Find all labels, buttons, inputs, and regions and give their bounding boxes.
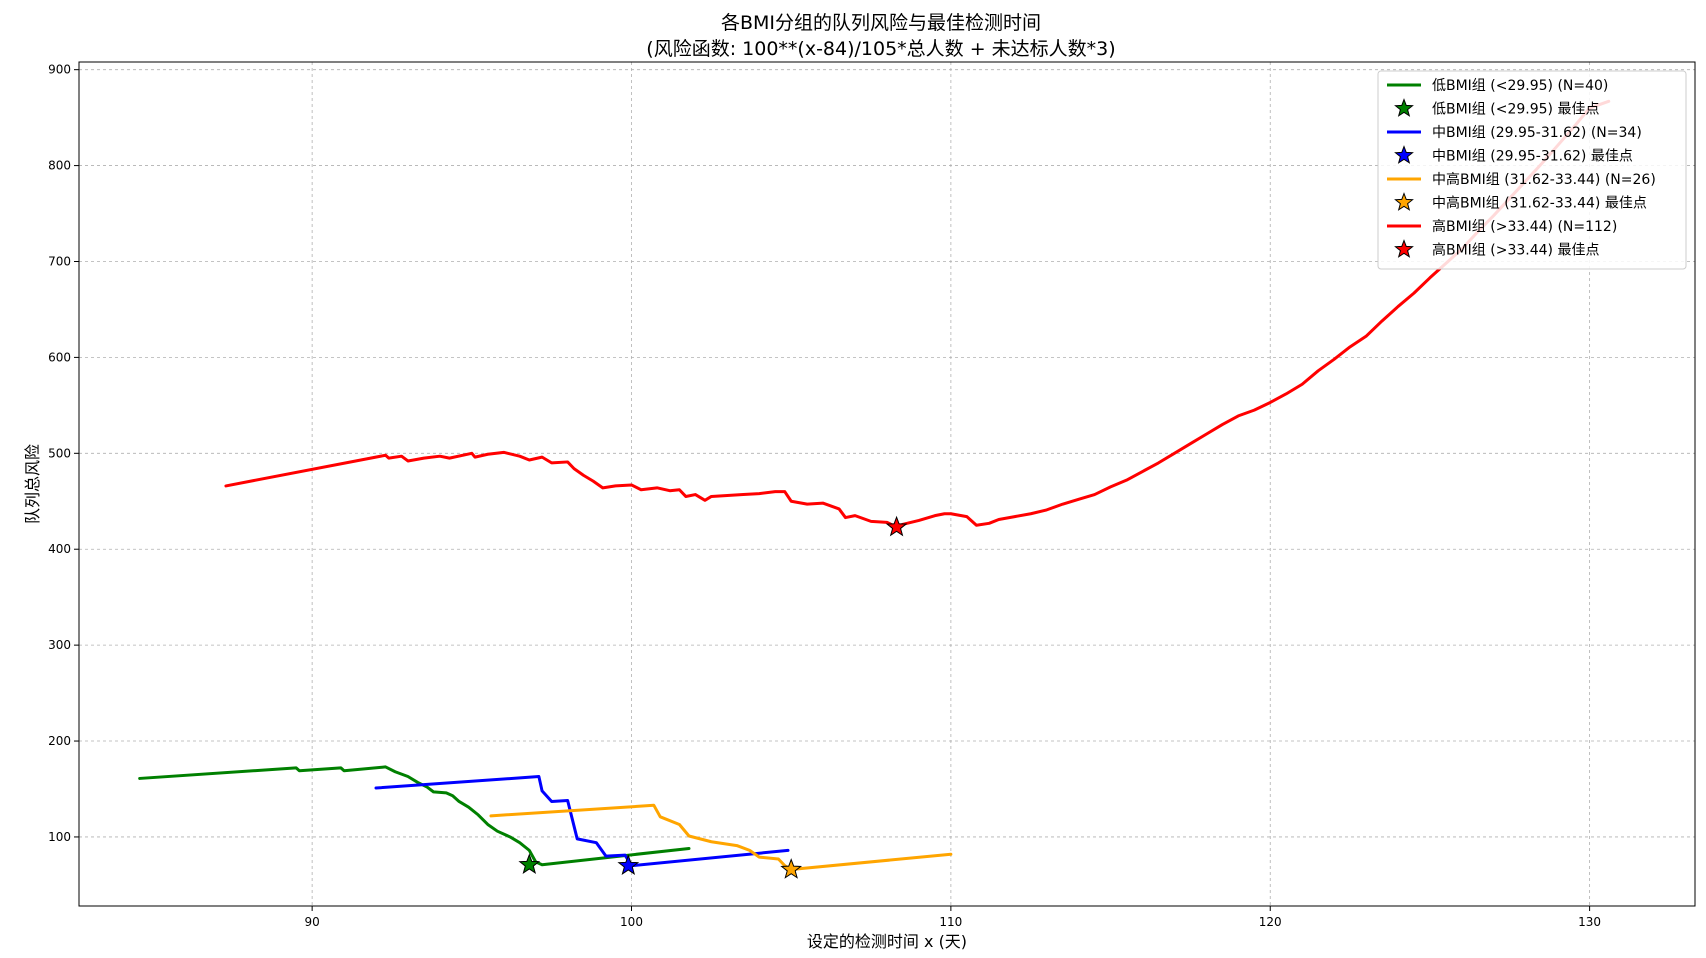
legend-best-label-2: 中高BMI组 (31.62-33.44) 最佳点	[1432, 195, 1647, 212]
plot-frame	[78, 61, 1696, 907]
series-line-3	[224, 99, 1611, 529]
y-tick-label-3: 400	[48, 542, 71, 556]
best-point-star-3	[885, 515, 908, 537]
legend-series-label-3: 高BMI组 (>33.44) (N=112)	[1432, 218, 1617, 235]
best-point-star-2	[780, 858, 803, 879]
y-tick-label-1: 200	[48, 734, 71, 748]
series-line-0	[138, 765, 691, 867]
legend-star-swatch-2	[1394, 192, 1414, 211]
legend-best-label-3: 高BMI组 (>33.44) 最佳点	[1432, 242, 1599, 259]
legend: 低BMI组 (<29.95) (N=40) 低BMI组 (<29.95) 最佳点中…	[1377, 70, 1687, 270]
grid	[79, 62, 1695, 906]
x-tick-label-0: 90	[304, 915, 319, 929]
legend-star-swatch-1	[1394, 145, 1414, 164]
x-tick-label-2: 110	[939, 915, 962, 929]
x-axis-label: 设定的检测时间 x (天)	[807, 932, 967, 951]
x-tick-label-4: 130	[1578, 915, 1601, 929]
legend-series-label-2: 中高BMI组 (31.62-33.44) (N=26)	[1432, 171, 1656, 188]
best-point-star-0	[518, 853, 541, 875]
y-tick-label-5: 600	[48, 350, 71, 364]
chart-subtitle: (风险函数: 100**(x-84)/105*总人数 + 未达标人数*3)	[646, 38, 1115, 60]
y-axis-ticks: 100 200 300 400 500 600 700 800 900	[48, 63, 79, 844]
legend-star-swatch-3	[1394, 239, 1414, 258]
legend-series-label-0: 低BMI组 (<29.95) (N=40)	[1432, 78, 1608, 94]
series-line-1	[374, 775, 790, 868]
best-point-markers	[518, 515, 908, 879]
x-tick-label-1: 100	[620, 915, 643, 929]
y-tick-label-2: 300	[48, 638, 71, 652]
series-line-2	[489, 803, 953, 872]
legend-frame	[1377, 70, 1687, 270]
best-point-star-1	[617, 854, 640, 875]
y-tick-label-7: 800	[48, 159, 71, 173]
legend-best-label-1: 中BMI组 (29.95-31.62) 最佳点	[1432, 149, 1633, 165]
y-tick-label-6: 700	[48, 254, 71, 268]
x-tick-label-3: 120	[1259, 915, 1282, 929]
y-axis-label: 队列总风险	[23, 444, 42, 524]
y-tick-label-8: 900	[48, 63, 71, 77]
chart-title: 各BMI分组的队列风险与最佳检测时间	[721, 12, 1041, 34]
legend-star-swatch-0	[1394, 98, 1414, 117]
y-tick-label-0: 100	[48, 830, 71, 844]
legend-best-label-0: 低BMI组 (<29.95) 最佳点	[1432, 102, 1599, 118]
x-axis-ticks: 90 100 110 120 130	[304, 906, 1601, 929]
legend-series-label-1: 中BMI组 (29.95-31.62) (N=34)	[1432, 125, 1642, 141]
y-tick-label-4: 500	[48, 446, 71, 460]
